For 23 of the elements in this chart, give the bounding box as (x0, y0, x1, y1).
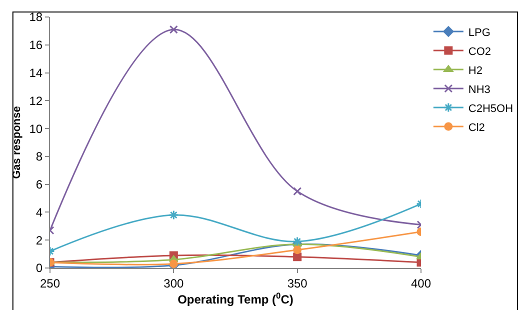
y-tick-label: 16 (29, 38, 43, 52)
y-tick-label: 0 (36, 261, 43, 276)
y-tick-label: 4 (36, 205, 43, 220)
x-tick-label: 250 (40, 276, 60, 290)
legend-label: C2H5OH (468, 102, 514, 115)
legend-label: LPG (468, 26, 490, 39)
y-tick-label: 14 (29, 66, 43, 80)
legend-label: Cl2 (468, 122, 485, 134)
legend-label: H2 (468, 64, 482, 77)
legend-label: CO2 (468, 46, 492, 58)
y-tick-label: 6 (36, 178, 43, 192)
y-tick-label: 2 (36, 233, 43, 248)
y-tick-label: 10 (29, 122, 43, 136)
x-tick-label: 350 (287, 276, 308, 290)
x-tick-label: 300 (164, 276, 184, 290)
x-tick-label: 400 (410, 276, 432, 290)
y-tick-label: 18 (29, 10, 43, 24)
legend-label: NH3 (468, 84, 490, 96)
y-tick-label: 8 (36, 150, 43, 164)
x-axis-title: Operating Temp ($^{0}$C) (178, 290, 294, 306)
y-tick-label: 12 (29, 94, 43, 108)
y-axis-title: Gas response (10, 106, 23, 179)
point (293, 252, 302, 262)
